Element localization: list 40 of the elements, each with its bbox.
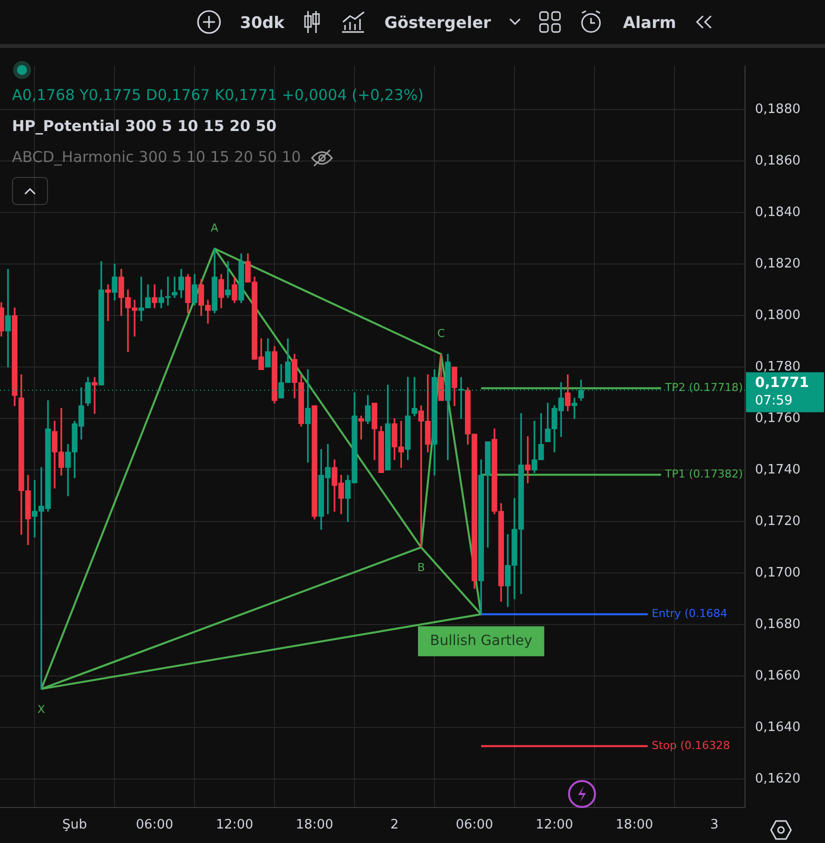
y-tick-label: 0,1680 xyxy=(755,616,800,632)
series-label: Entry (0.1684 xyxy=(652,607,728,620)
series-label: Stop (0.16328 xyxy=(652,738,730,752)
annotation: Bullish Gartley xyxy=(430,632,532,649)
x-tick-label: 12:00 xyxy=(216,818,254,833)
y-tick-label: 0,1660 xyxy=(755,668,800,684)
y-tick-label: 0,1640 xyxy=(755,720,800,735)
annotation: ABCD_Harmonic 300 5 10 15 20 50 10 xyxy=(12,147,302,168)
ref-line-label: 0,1771 xyxy=(755,374,810,391)
y-tick-label: 0,1840 xyxy=(755,204,800,220)
x-tick-label: Şub xyxy=(62,818,88,833)
series-label: TP2 (0.17718) xyxy=(664,381,743,394)
y-tick-label: 0,1800 xyxy=(755,308,800,323)
y-tick-label: 0,1880 xyxy=(755,102,800,117)
y-tick-label: 0,1780 xyxy=(755,359,800,374)
annotation: C xyxy=(437,327,446,340)
y-tick-label: 0,1700 xyxy=(755,565,800,580)
x-tick-label: 3 xyxy=(710,818,718,833)
y-tick-label: 0,1720 xyxy=(755,514,800,529)
x-tick-label: 06:00 xyxy=(456,818,494,833)
annotation: A xyxy=(210,221,219,234)
y-tick-label: 0,1760 xyxy=(755,410,800,426)
x-tick-label: 18:00 xyxy=(296,818,334,833)
y-tick-label: 0,1620 xyxy=(755,771,800,786)
annotation: X xyxy=(38,702,46,716)
y-tick-label: 0,1740 xyxy=(755,462,800,478)
x-tick-label: 18:00 xyxy=(616,818,654,833)
annotation: A0,1768 Y0,1775 D0,1767 K0,1771 +0,0004 (+0,23%) xyxy=(12,85,424,106)
x-tick-label: 12:00 xyxy=(536,818,574,833)
x-tick-label: 2 xyxy=(390,818,399,833)
x-tick-label: 06:00 xyxy=(136,818,174,833)
text: Göstergeler xyxy=(384,12,491,32)
annotation: HP_Potential 300 5 10 15 20 50 xyxy=(12,116,278,137)
y-tick-label: 0,1820 xyxy=(755,256,800,272)
annotation: B xyxy=(417,561,425,574)
y-tick-label: 0,1860 xyxy=(755,153,800,168)
text: Alarm xyxy=(622,12,676,32)
series-label: TP1 (0.17382) xyxy=(664,468,743,481)
text: 30dk xyxy=(240,12,284,32)
text: 07:59 xyxy=(755,394,792,409)
